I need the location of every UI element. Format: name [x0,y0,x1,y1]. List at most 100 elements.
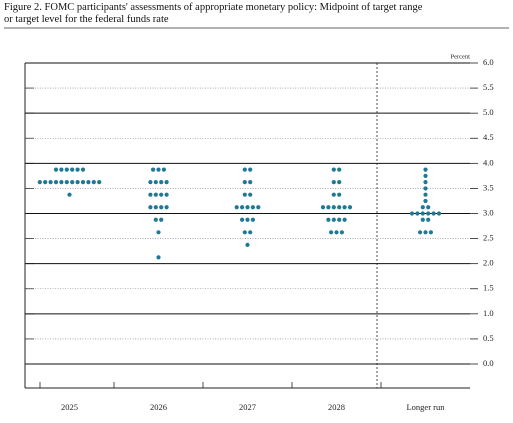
dot [331,217,336,222]
dot [80,167,86,172]
dot [342,205,347,210]
y-tick-label: 1.5 [483,283,494,293]
dot [339,230,344,235]
dot [423,186,428,191]
dot [148,205,153,210]
y-unit-label: Percent [451,53,471,60]
dot [326,205,331,210]
title-line: Figure 2. FOMC participants' assessments… [4,2,423,13]
dot [70,180,75,185]
dot [240,205,245,210]
dot [415,211,420,216]
dot [423,198,428,204]
dot [75,167,80,172]
y-tick-label: 6.0 [483,57,494,67]
dot [159,180,164,185]
y-tick-label: 0.5 [483,333,494,343]
dot [153,205,158,210]
y-tick-label: 1.0 [483,308,494,318]
dot [245,242,250,247]
dot [53,167,59,172]
dot [423,192,428,197]
dot [161,167,166,172]
dot [70,167,75,172]
dot [320,205,326,210]
dot [242,167,247,172]
dot [337,205,342,210]
dot [156,230,161,235]
dot [256,205,261,210]
dot [420,205,425,210]
dot [242,230,247,235]
dot [156,167,161,172]
y-tick-label: 5.5 [483,82,494,92]
dot [431,211,436,216]
dot [423,173,428,178]
y-tick-label: 0.0 [483,358,494,368]
dot [151,167,156,172]
dot [48,180,53,185]
dot [250,205,255,210]
dot [148,180,153,185]
chart-title: Figure 2. FOMC participants' assessments… [4,2,509,26]
dot [245,205,250,210]
y-tick-label: 4.5 [483,132,494,142]
y-tick-label: 5.0 [483,107,494,117]
dot [234,205,239,210]
x-tick-label: 2027 [239,402,256,412]
dot [64,167,69,172]
dot [53,180,59,185]
dot [242,180,247,185]
dot [164,180,169,185]
dot [248,230,253,235]
dot [148,192,153,197]
dot [418,230,423,235]
y-tick-label: 2.5 [483,233,494,243]
dot [153,192,158,197]
x-tick-label: 2028 [328,402,345,412]
dot [428,230,433,235]
dot [426,217,431,222]
dot [347,205,353,210]
dot [64,180,69,185]
y-tick-label: 2.0 [483,258,494,268]
dot [245,217,250,222]
dot [37,180,42,185]
dot [97,180,102,185]
dot [331,205,336,210]
dot [337,167,342,172]
dot [423,180,428,185]
dot [423,167,428,172]
dot [331,180,336,185]
y-tick-label: 4.0 [483,157,494,167]
dot [159,192,164,197]
dot [248,167,253,172]
dot [43,180,48,185]
dot [420,211,425,216]
dot [342,217,347,222]
dot [159,217,164,222]
x-tick-label: 2025 [61,402,78,412]
dot [337,217,342,222]
dot [67,192,72,197]
dot [80,180,86,185]
title-line: or target level for the federal funds ra… [4,14,169,25]
dot [409,211,415,216]
dot [242,192,247,197]
dot [59,167,64,172]
dot [153,180,158,185]
x-tick-label: 2026 [150,402,167,412]
dot [334,230,339,235]
dot [164,205,169,210]
dot [436,211,442,216]
dot [91,180,96,185]
dot [248,192,253,197]
dot [426,211,431,216]
dot [423,230,428,235]
y-tick-label: 3.5 [483,182,494,192]
dot [59,180,64,185]
dot [329,230,334,235]
dot [248,180,253,185]
dot [156,255,161,260]
